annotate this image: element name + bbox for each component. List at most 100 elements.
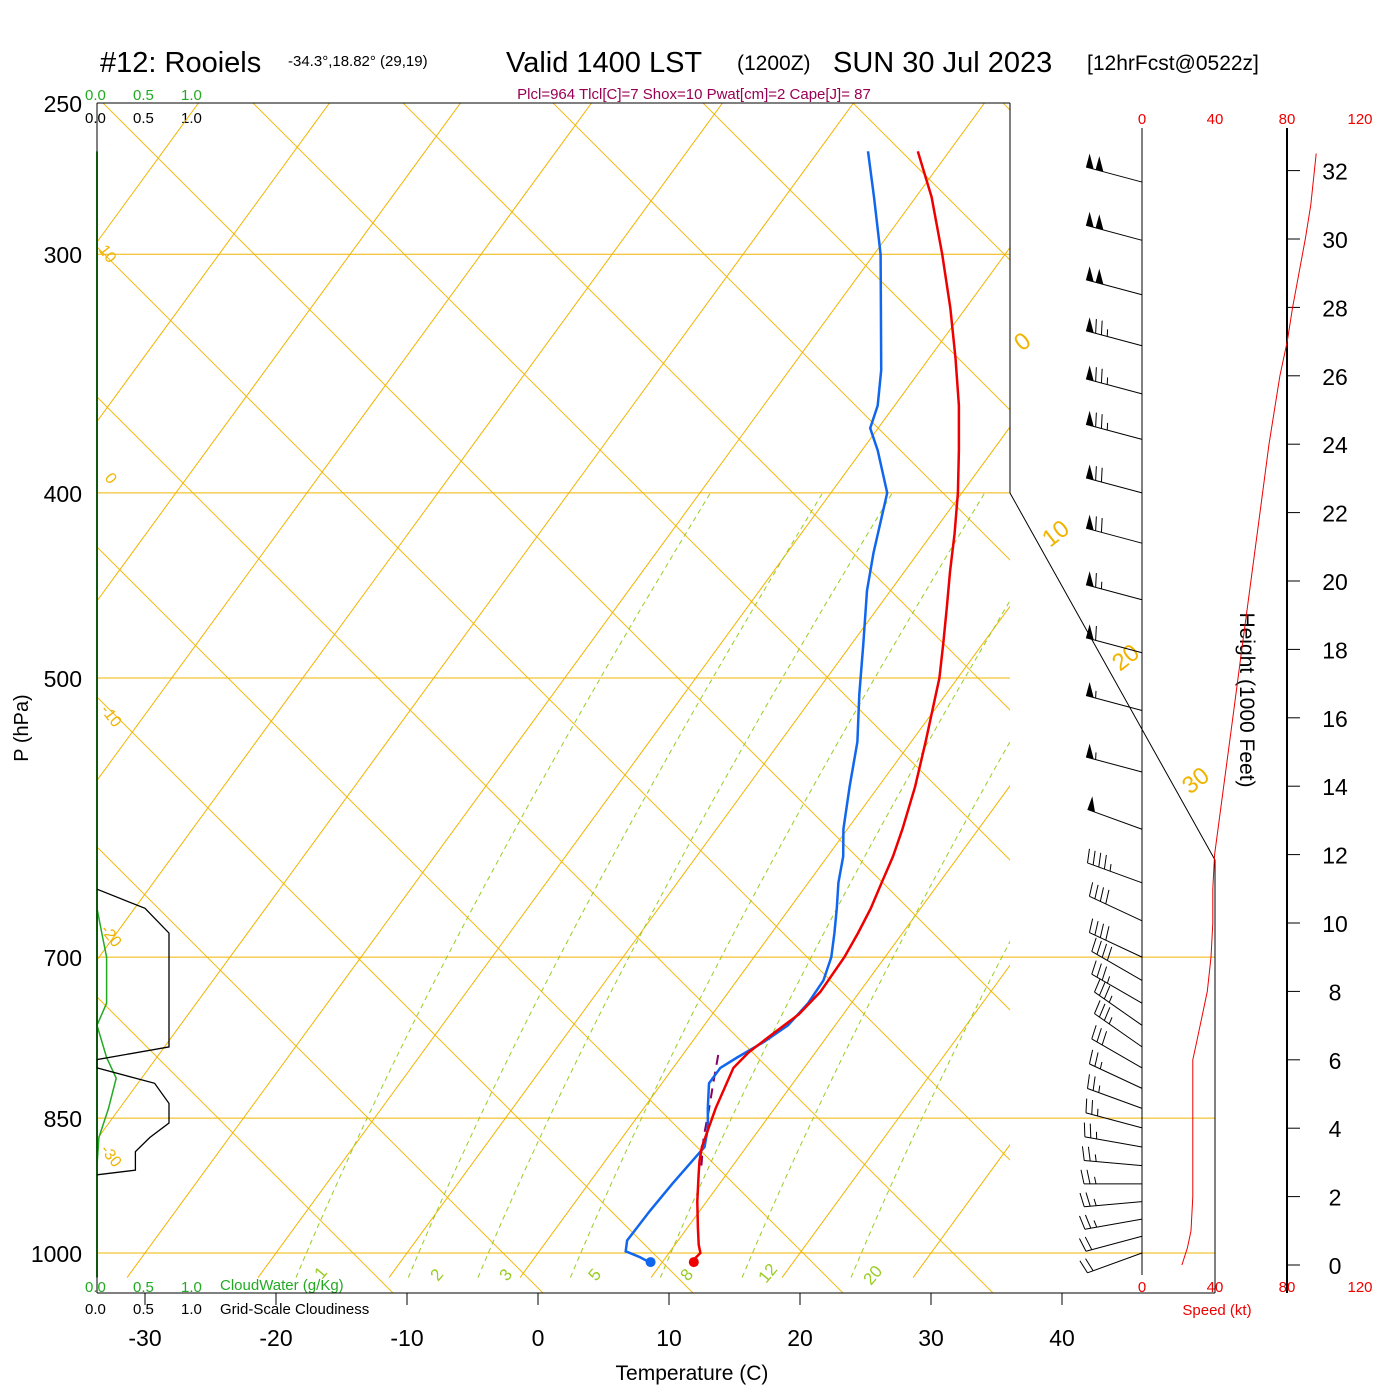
wind-barb-pennant (1086, 211, 1094, 228)
cloudwater-label: CloudWater (g/Kg) (220, 1277, 344, 1294)
dry-adiabat-1350 (1350, 0, 1400, 1400)
wind-barb-full (1092, 850, 1096, 866)
sounding-indices: Plcl=964 Tlcl[C]=7 Shox=10 Pwat[cm]=2 Ca… (517, 86, 871, 103)
isotherm--60 (97, 103, 592, 782)
valid-date: SUN 30 Jul 2023 (833, 47, 1052, 79)
dry-adiabat-150 (252, 103, 1010, 861)
dry-adiabat--150 (97, 246, 1010, 1161)
speed-tick-bottom-0: 0 (1138, 1279, 1146, 1296)
y-tick-label-500: 500 (44, 666, 82, 692)
wind-barb-full (1098, 852, 1102, 868)
wind-barb-full (1079, 1260, 1088, 1274)
wind-barb-485 (1085, 624, 1143, 654)
cloudwater-scale-0: 0.0 (85, 87, 106, 104)
height-tick-label-24: 24 (1322, 432, 1348, 458)
isotherm-20 (781, 964, 1010, 1278)
height-tick-label-8: 8 (1329, 979, 1342, 1005)
wind-barb-staff (1084, 1201, 1143, 1208)
isotherm-label-0-left: 0 (101, 470, 120, 488)
wind-barb-full (1096, 940, 1102, 955)
wind-barb-800 (1091, 1025, 1143, 1069)
isotherm--50 (97, 103, 723, 961)
wind-barb-staff (1084, 1136, 1143, 1148)
wind-barb-staff (1091, 973, 1143, 1004)
wind-barb-full (1083, 1122, 1086, 1137)
wind-barb-pennant (1086, 266, 1094, 282)
height-tick-label-10: 10 (1322, 911, 1348, 937)
axes: -30 -20 -10 0 10 20 30 402503004005007008501000… (31, 91, 1348, 1351)
wind-barb-full (1088, 1049, 1094, 1064)
wind-barb-full (1103, 854, 1107, 870)
mixing-ratio-12 (741, 740, 1010, 1278)
wind-barb-staff (1085, 330, 1143, 347)
wind-barb-full (1095, 367, 1097, 382)
wind-barb-full (1099, 887, 1104, 902)
plot-frame (96, 102, 1288, 1294)
wind-barb-pennant (1086, 743, 1094, 760)
wind-barb-staff (1085, 756, 1143, 773)
wind-barb-full (1088, 882, 1094, 897)
cloudwater-scale-bottom-1: 0.5 (133, 1279, 154, 1296)
wind-barb-400 (1085, 464, 1143, 494)
wind-barb-full (1100, 414, 1103, 429)
wind-barb-pennant (1087, 796, 1095, 813)
wind-barb-full (1085, 1192, 1091, 1207)
wind-barb-staff (1087, 808, 1143, 830)
wind-barb-425 (1085, 514, 1143, 544)
dry-adiabat-600 (702, 103, 1010, 411)
dry-adiabat-750 (852, 103, 1010, 261)
wind-barb-half (1099, 1061, 1103, 1070)
cloud-scale-top: 0.0 0.5 1.0 0.0 0.5 1.0 (85, 87, 202, 127)
wind-barb-full (1094, 978, 1101, 993)
wind-barb-full (1095, 466, 1097, 481)
wind-barb-full (1100, 467, 1103, 483)
wind-barb-pennant (1086, 571, 1094, 587)
mixing-ratio-label-2: 2 (427, 1265, 448, 1284)
wind-barb-half (1109, 863, 1112, 872)
wind-barb-staff (1085, 378, 1143, 395)
height-tick-label-16: 16 (1322, 706, 1348, 732)
wind-barb-full (1095, 516, 1097, 531)
wind-barb-full (1094, 884, 1099, 899)
wind-barbs (1079, 153, 1143, 1274)
dry-adiabat-450 (552, 103, 1010, 561)
cloudwater-scale-1: 0.5 (133, 87, 154, 104)
valid-time: Valid 1400 LST (506, 47, 702, 79)
wind-barb-full (1101, 943, 1108, 958)
isotherm--70 (97, 103, 461, 602)
speed-tick-top-0: 0 (1138, 111, 1146, 128)
cloudwater-scale-2: 1.0 (181, 87, 202, 104)
wind-barb-full (1091, 1100, 1093, 1115)
cloudiness-scale-2: 1.0 (181, 110, 202, 127)
isotherm--40 (97, 103, 854, 1141)
wind-barb-staff (1085, 1112, 1143, 1129)
frame-right-boundary (1009, 103, 1216, 1293)
height-tick-label-32: 32 (1322, 159, 1348, 185)
wind-barb-full (1094, 1052, 1099, 1067)
wind-barb-staff (1085, 1235, 1143, 1252)
wind-barb-full (1096, 1028, 1102, 1043)
wind-barb-375 (1085, 410, 1143, 440)
x-tick-label-40: 40 (1049, 1325, 1075, 1351)
cloudiness-label: Grid-Scale Cloudiness (220, 1301, 369, 1318)
wind-barb-full (1086, 1169, 1091, 1184)
wind-barb-staff (1085, 224, 1143, 241)
speed-profile (1181, 153, 1317, 1266)
isotherm-labels: 10 0 -10 -20 -30 0 10 20 30 (95, 242, 1215, 1171)
wind-barb-full (1099, 923, 1104, 938)
mixing-ratio-label-3: 3 (496, 1265, 517, 1284)
sounding-traces (624, 150, 961, 1268)
dry-adiabat--600 (97, 696, 694, 1293)
isotherm-label-30-right: 30 (1177, 762, 1215, 800)
y-axis-title: P (hPa) (11, 694, 33, 761)
cloud-scale-bottom: 0.0 0.5 1.0 CloudWater (g/Kg) 0.0 0.5 1.… (85, 1277, 369, 1318)
isobar-lines (97, 103, 1010, 1254)
wind-barb-staff (1089, 932, 1143, 958)
wind-barb-full (1085, 1098, 1088, 1113)
wind-barb-full (1079, 1192, 1085, 1207)
wind-barb-full (1100, 517, 1103, 533)
dewpoint-trace (624, 151, 889, 1264)
mixing-ratio-5 (569, 492, 986, 1278)
isotherm--20 (257, 246, 1010, 1278)
